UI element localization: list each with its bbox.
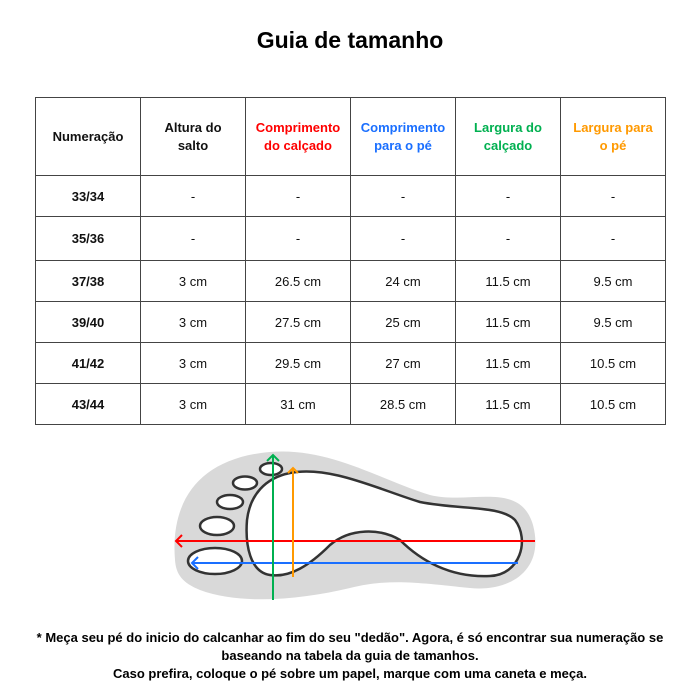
table-cell: 25 cm bbox=[350, 301, 456, 343]
column-header: Numeração bbox=[35, 97, 141, 176]
toe-icon bbox=[186, 546, 244, 576]
table-cell: 11.5 cm bbox=[455, 342, 561, 384]
table-cell: 10.5 cm bbox=[560, 383, 666, 425]
column-header: Largura do calçado bbox=[455, 97, 561, 176]
column-header: Comprimento para o pé bbox=[350, 97, 456, 176]
table-cell: 11.5 cm bbox=[455, 301, 561, 343]
table-cell: - bbox=[350, 216, 456, 261]
table-row: 39/40 3 cm 27.5 cm 25 cm 11.5 cm 9.5 cm bbox=[35, 301, 666, 343]
table-cell: 37/38 bbox=[35, 260, 141, 302]
table-cell: 26.5 cm bbox=[245, 260, 351, 302]
shoe-length-arrow bbox=[174, 534, 535, 548]
column-header: Largura para o pé bbox=[560, 97, 666, 176]
table-cell: 3 cm bbox=[140, 260, 246, 302]
note-line-1: * Meça seu pé do inicio do calcanhar ao … bbox=[36, 630, 664, 663]
foot-outline bbox=[245, 470, 524, 578]
toe-icon bbox=[231, 475, 259, 491]
table-cell: 9.5 cm bbox=[560, 301, 666, 343]
table-cell: - bbox=[140, 175, 246, 217]
table-cell: - bbox=[350, 175, 456, 217]
foot-length-arrow bbox=[190, 556, 518, 570]
table-cell: 33/34 bbox=[35, 175, 141, 217]
table-cell: - bbox=[245, 175, 351, 217]
measurement-note: * Meça seu pé do inicio do calcanhar ao … bbox=[20, 629, 680, 683]
table-cell: 41/42 bbox=[35, 342, 141, 384]
foot-width-arrow bbox=[287, 466, 299, 577]
toe-icon bbox=[215, 493, 245, 511]
table-row: 43/44 3 cm 31 cm 28.5 cm 11.5 cm 10.5 cm bbox=[35, 383, 666, 425]
toe-icon bbox=[258, 461, 284, 477]
table-cell: 24 cm bbox=[350, 260, 456, 302]
size-table: Numeração Altura do salto Comprimento do c… bbox=[35, 97, 666, 425]
table-row: 41/42 3 cm 29.5 cm 27 cm 11.5 cm 10.5 cm bbox=[35, 342, 666, 384]
column-header: Altura do salto bbox=[140, 97, 246, 176]
table-cell: 3 cm bbox=[140, 342, 246, 384]
shoe-width-arrow bbox=[266, 453, 280, 600]
table-cell: - bbox=[245, 216, 351, 261]
toe-icon bbox=[198, 515, 236, 537]
table-cell: - bbox=[560, 175, 666, 217]
table-cell: 11.5 cm bbox=[455, 383, 561, 425]
table-cell: 9.5 cm bbox=[560, 260, 666, 302]
table-cell: 10.5 cm bbox=[560, 342, 666, 384]
note-line-2: Caso prefira, coloque o pé sobre um pape… bbox=[113, 666, 587, 681]
table-cell: 11.5 cm bbox=[455, 260, 561, 302]
table-row: 37/38 3 cm 26.5 cm 24 cm 11.5 cm 9.5 cm bbox=[35, 260, 666, 302]
table-cell: 39/40 bbox=[35, 301, 141, 343]
page-title: Guia de tamanho bbox=[256, 27, 444, 53]
table-cell: 31 cm bbox=[245, 383, 351, 425]
table-cell: 43/44 bbox=[35, 383, 141, 425]
table-row: 33/34- - - - - bbox=[35, 175, 666, 217]
table-cell: 35/36 bbox=[35, 216, 141, 261]
